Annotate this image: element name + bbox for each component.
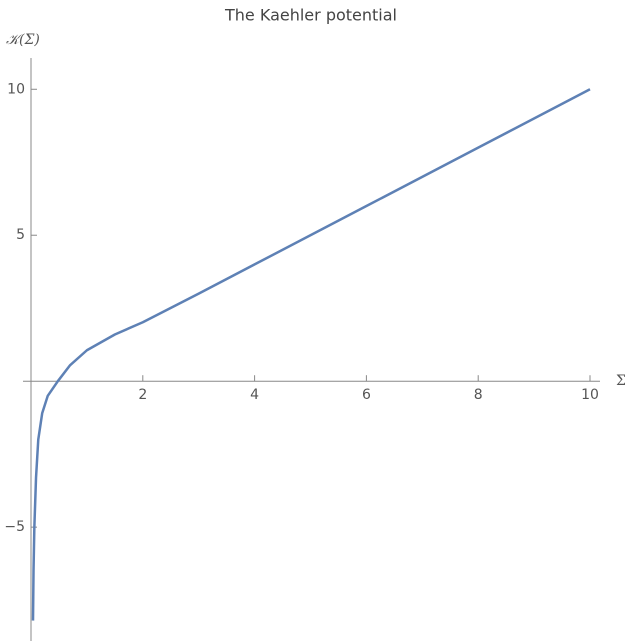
x-axis-label: Σ [616, 373, 626, 389]
chart-title: The Kaehler potential [224, 6, 397, 25]
x-tick-label: 10 [581, 387, 599, 403]
x-tick-label: 8 [474, 387, 483, 403]
x-tick-label: 2 [138, 387, 147, 403]
x-tick-label: 4 [250, 387, 259, 403]
y-axis-label: 𝒦(Σ) [6, 32, 40, 48]
x-tick-label: 6 [362, 387, 371, 403]
y-tick-label: 10 [7, 81, 25, 97]
line-series [31, 88, 591, 621]
y-tick-label: 5 [16, 227, 25, 243]
y-tick-label: −5 [4, 519, 25, 535]
